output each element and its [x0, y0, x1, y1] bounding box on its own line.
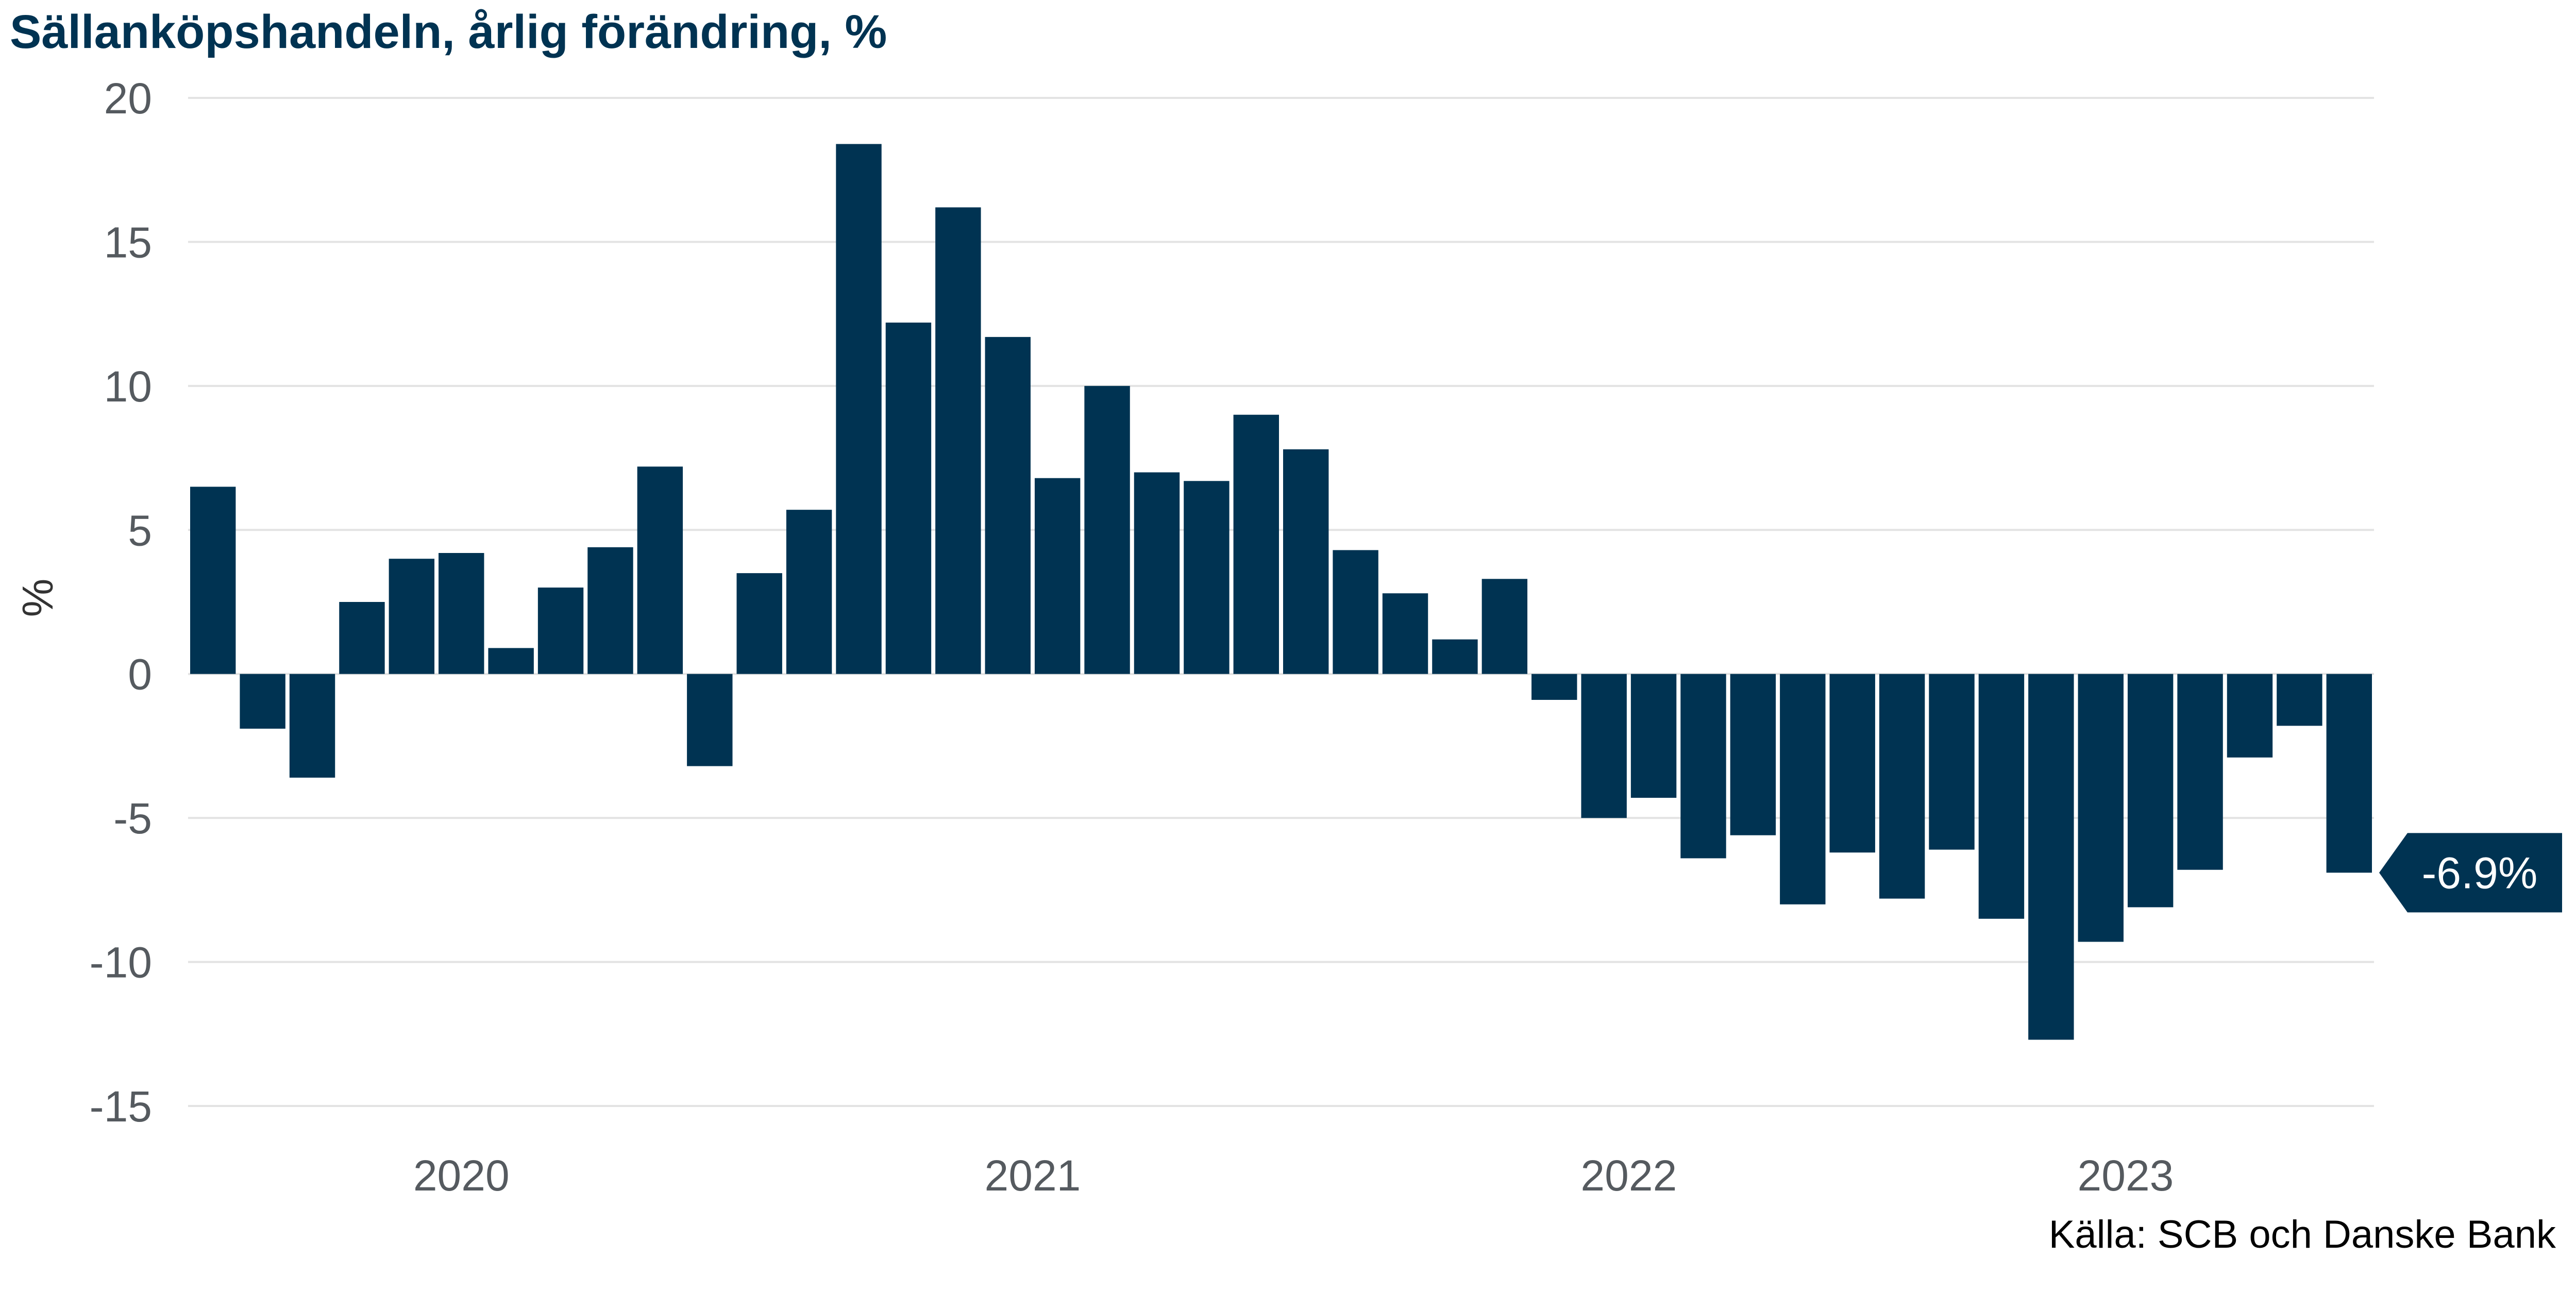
bar — [1134, 472, 1180, 674]
bar — [1233, 414, 1279, 674]
y-tick-label: 20 — [104, 74, 152, 123]
bar — [736, 573, 782, 674]
bar — [289, 674, 335, 778]
bar — [2277, 674, 2322, 726]
bar — [1879, 674, 1925, 899]
bar — [439, 552, 484, 674]
bar — [2326, 674, 2372, 873]
y-tick-label: 10 — [104, 362, 152, 411]
y-tick-label: 15 — [104, 218, 152, 266]
bar — [935, 207, 981, 674]
bar — [537, 588, 584, 674]
bar — [1382, 593, 1428, 674]
bar — [1978, 674, 2025, 919]
bar — [1730, 674, 1776, 835]
gridlines — [188, 97, 2374, 1107]
bar — [985, 337, 1031, 674]
bar — [190, 487, 236, 674]
x-tick-label: 2021 — [985, 1151, 1081, 1200]
x-axis-ticks: 2020 2021 2022 2023 — [413, 1151, 2174, 1200]
y-tick-label: -5 — [113, 794, 152, 843]
chart-title: Sällanköpshandeln, årlig förändring, % — [10, 6, 887, 58]
bar — [1829, 674, 1875, 853]
y-tick-label: 0 — [128, 650, 152, 699]
bar — [1333, 550, 1378, 674]
callout-label: -6.9% — [2422, 848, 2538, 898]
bar — [2227, 674, 2273, 758]
bar — [836, 144, 882, 674]
bar — [1929, 674, 1975, 850]
bar — [1780, 674, 1826, 904]
bar — [1084, 385, 1130, 674]
bar — [488, 648, 534, 674]
y-axis-ticks: 20 15 10 5 0 -5 -10 -15 — [90, 74, 152, 1131]
bar — [637, 466, 683, 674]
bar — [339, 602, 385, 674]
bar — [2028, 674, 2074, 1040]
bar — [786, 510, 832, 674]
x-tick-label: 2023 — [2078, 1151, 2174, 1200]
bar — [1184, 481, 1230, 674]
bar — [2078, 674, 2124, 942]
y-tick-label: -10 — [90, 938, 152, 987]
bar — [2127, 674, 2174, 908]
last-value-callout: -6.9% — [2379, 833, 2562, 913]
callout-box — [2379, 833, 2562, 913]
bar — [885, 322, 932, 674]
bar — [1531, 674, 1577, 700]
bars — [190, 144, 2372, 1040]
bar — [1283, 449, 1329, 674]
bar — [1481, 579, 1528, 674]
bar — [587, 547, 633, 674]
y-axis-title: % — [13, 579, 62, 617]
x-tick-label: 2022 — [1580, 1151, 1677, 1200]
bar — [389, 559, 435, 674]
bar — [1034, 478, 1081, 674]
bar — [1581, 674, 1627, 818]
source-note: Källa: SCB och Danske Bank — [2048, 1213, 2556, 1256]
bar — [1630, 674, 1677, 798]
x-tick-label: 2020 — [413, 1151, 510, 1200]
bar — [1432, 639, 1478, 674]
bar — [240, 674, 285, 729]
bar — [2177, 674, 2223, 870]
bar — [1680, 674, 1726, 859]
bar — [687, 674, 733, 766]
y-tick-label: 5 — [128, 506, 152, 555]
y-tick-label: -15 — [90, 1082, 152, 1131]
